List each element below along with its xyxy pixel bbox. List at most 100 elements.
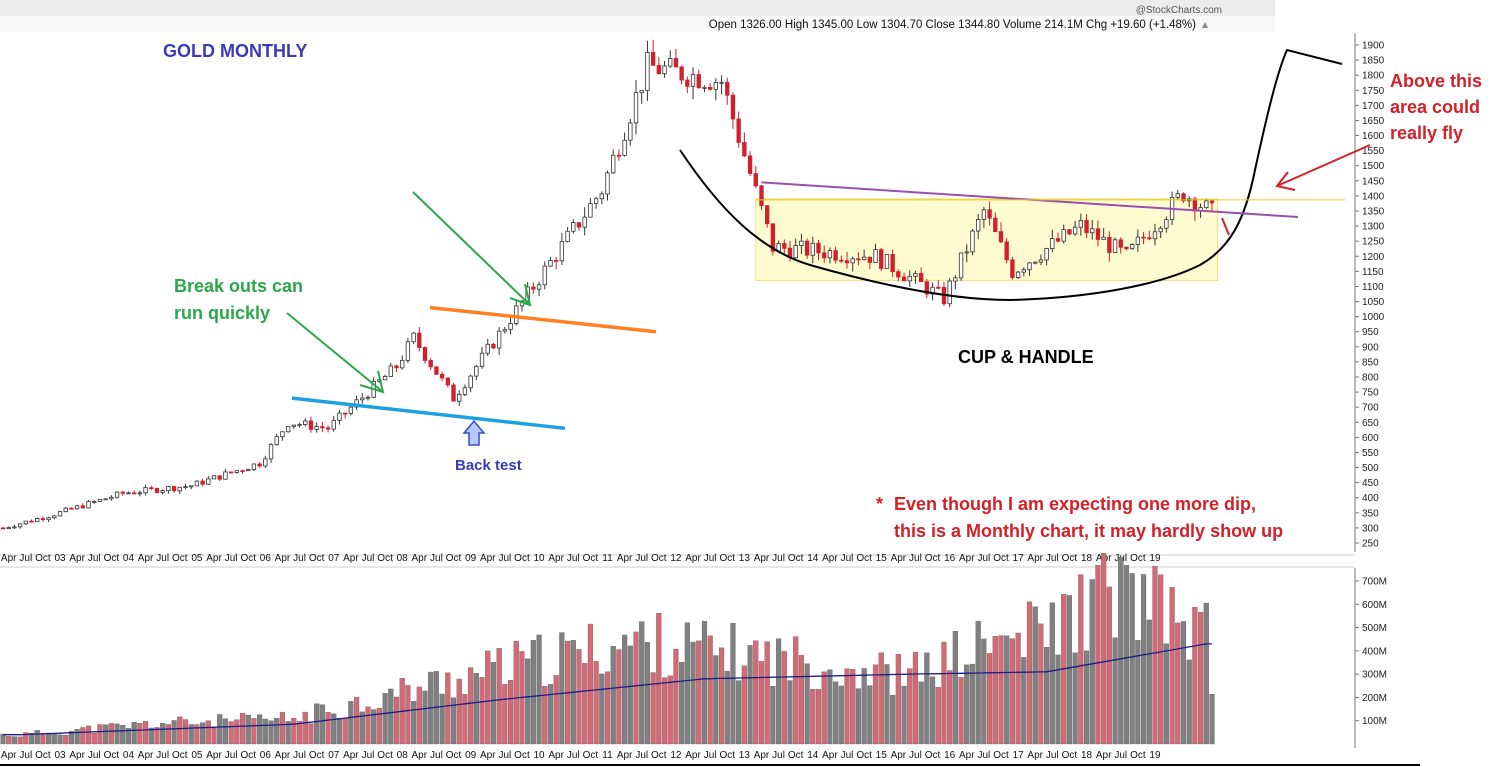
volume-bar xyxy=(1072,652,1078,745)
cup-curve-line xyxy=(679,48,1343,302)
price-tick-label: 850 xyxy=(1362,357,1379,368)
volume-y-ticks: 100M 200M 300M 400M 500M 600M 700M xyxy=(1355,577,1387,727)
candle-body xyxy=(1181,193,1186,202)
volume-bar xyxy=(667,675,673,745)
candle-body xyxy=(246,469,251,472)
candle-body xyxy=(1141,236,1146,239)
price-tick-label: 650 xyxy=(1362,418,1379,429)
volume-bar xyxy=(200,722,206,745)
x-tick-label: Jul xyxy=(841,750,854,761)
candle-body xyxy=(17,523,23,528)
volume-bar xyxy=(827,669,833,745)
price-tick-label: 1150 xyxy=(1362,267,1384,278)
price-tick-label: 300 xyxy=(1362,523,1379,534)
x-tick-label: Oct xyxy=(514,553,530,564)
x-tick-label: 14 xyxy=(807,750,819,761)
candle-body xyxy=(1164,219,1169,229)
candle-body xyxy=(417,332,422,348)
candle-body xyxy=(228,471,234,474)
volume-bar xyxy=(622,634,628,745)
volume-bar xyxy=(131,721,137,745)
x-tick-label: 05 xyxy=(191,553,203,564)
candle-body xyxy=(400,359,405,369)
x-tick-label: Apr xyxy=(891,750,907,761)
x-tick-label: Apr xyxy=(1,553,17,564)
volume-bar xyxy=(371,709,377,745)
volume-bar xyxy=(576,649,582,745)
x-tick-label: Apr xyxy=(480,750,496,761)
candle-body xyxy=(485,343,490,354)
x-tick-label: Oct xyxy=(240,750,256,761)
footnote-star: * xyxy=(876,494,883,514)
x-tick-label: Jul xyxy=(704,553,717,564)
x-tick-label: Apr xyxy=(412,750,428,761)
volume-bar xyxy=(639,621,645,745)
volume-bar xyxy=(1186,659,1192,745)
x-tick-label: Jul xyxy=(362,553,375,564)
candle-body xyxy=(856,258,861,261)
x-tick-label: Oct xyxy=(104,553,120,564)
volume-bar xyxy=(787,680,793,745)
breakout-text-1: Break outs can xyxy=(174,276,303,296)
x-tick-label: Apr xyxy=(1096,750,1112,761)
volume-bar xyxy=(690,641,696,745)
x-tick-label: Jul xyxy=(156,553,169,564)
above-text-3: really fly xyxy=(1390,123,1463,143)
volume-bar xyxy=(74,729,80,745)
candle-body xyxy=(297,424,302,426)
volume-bar xyxy=(684,622,690,745)
chart-title: GOLD MONTHLY xyxy=(163,41,307,61)
candle-body xyxy=(536,284,542,290)
volume-bar xyxy=(205,720,211,745)
candle-body xyxy=(918,272,924,283)
volume-tick-label: 500M xyxy=(1362,623,1387,634)
candle-body xyxy=(137,492,143,495)
x-tick-label: 12 xyxy=(670,750,682,761)
volume-bar xyxy=(376,707,382,745)
volume-bar xyxy=(325,712,331,745)
volume-bar xyxy=(610,646,616,745)
volume-bar xyxy=(627,645,633,745)
x-tick-label: 12 xyxy=(670,553,682,564)
x-tick-label: 11 xyxy=(602,553,613,564)
volume-bar xyxy=(895,653,901,745)
x-tick-label: Jul xyxy=(430,750,443,761)
volume-bar xyxy=(525,658,531,745)
candle-body xyxy=(884,254,890,269)
candle-body xyxy=(827,250,833,259)
volume-bar xyxy=(1203,602,1209,745)
candle-body xyxy=(725,81,730,96)
candle-body xyxy=(565,230,570,242)
candle-body xyxy=(958,252,964,279)
volume-bar xyxy=(1175,622,1181,745)
volume-bar xyxy=(148,727,154,745)
volume-bar xyxy=(274,717,280,745)
price-tick-label: 800 xyxy=(1362,373,1379,384)
volume-bar xyxy=(496,648,502,745)
price-tick-label: 550 xyxy=(1362,448,1379,459)
volume-bar xyxy=(314,703,320,745)
x-tick-label: Oct xyxy=(1062,750,1078,761)
volume-bar xyxy=(844,668,850,745)
candle-body xyxy=(434,366,439,375)
volume-bar xyxy=(222,718,228,745)
volume-bar xyxy=(741,665,747,745)
candle-body xyxy=(890,254,895,273)
volume-bar xyxy=(1004,635,1010,745)
volume-tick-label: 600M xyxy=(1362,600,1387,611)
candle-body xyxy=(867,256,872,263)
candle-body xyxy=(491,343,496,349)
candle-body xyxy=(793,245,798,259)
x-tick-label: Apr xyxy=(754,750,770,761)
header-strip xyxy=(0,16,1275,32)
candle-body xyxy=(1067,229,1072,235)
x-tick-label: 18 xyxy=(1081,553,1093,564)
volume-bar xyxy=(958,677,964,745)
volume-bar xyxy=(336,718,343,745)
x-tick-label: Jul xyxy=(498,553,511,564)
volume-bar xyxy=(188,724,194,745)
x-tick-label: Jul xyxy=(362,750,375,761)
volume-bar xyxy=(194,724,200,745)
volume-bar xyxy=(302,711,308,745)
candle-body xyxy=(719,81,724,84)
